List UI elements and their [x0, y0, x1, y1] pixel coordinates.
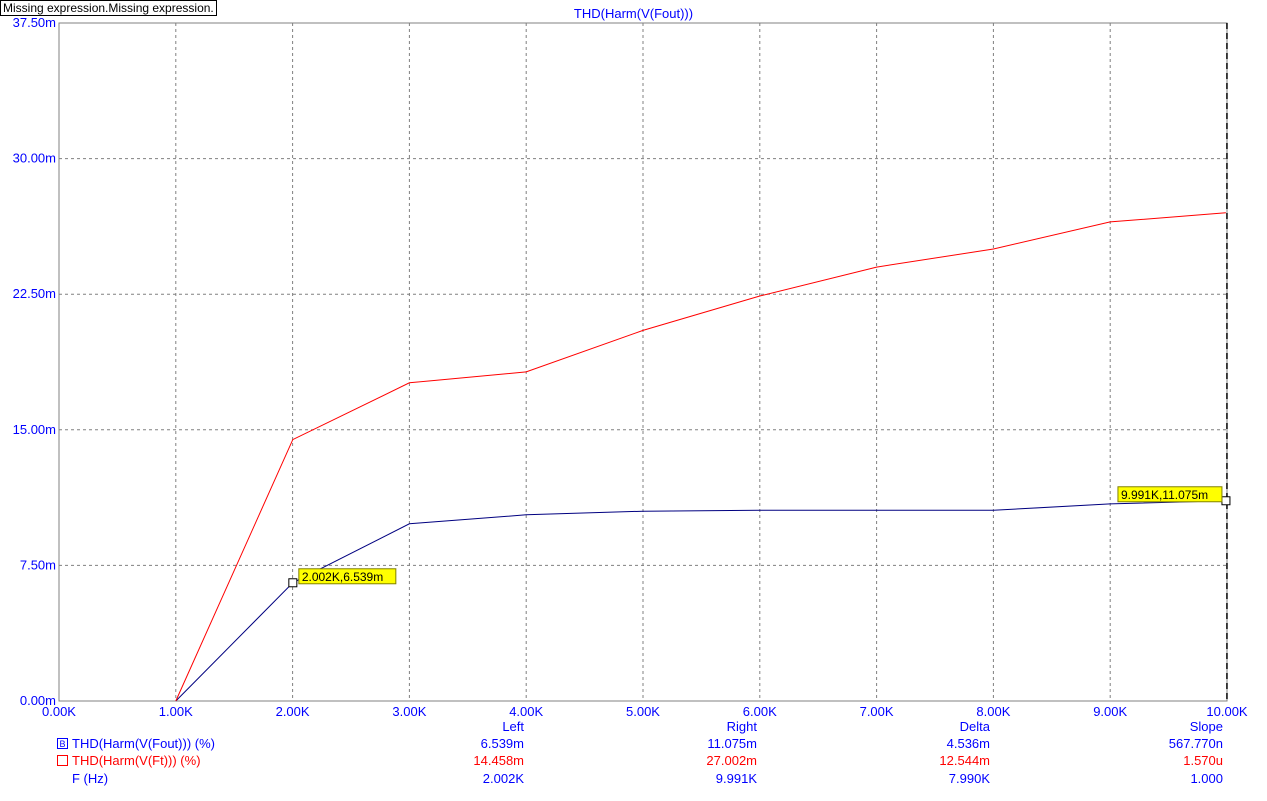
table-row[interactable]: B THD(Harm(V(Fout))) (%) 6.539m 11.075m …	[0, 736, 1267, 752]
value-right: 11.075m	[707, 736, 757, 751]
value-left: 2.002K	[482, 771, 524, 786]
y-tick-label: 7.50m	[20, 557, 56, 572]
x-tick-label: 1.00K	[159, 704, 193, 719]
x-tick-label: 2.00K	[276, 704, 310, 719]
cursor-label: 2.002K,6.539m	[302, 570, 383, 584]
series-label[interactable]: THD(Harm(V(Ft))) (%)	[72, 753, 201, 768]
x-tick-label: 5.00K	[626, 704, 660, 719]
series-line-1	[175, 212, 1226, 702]
value-delta: 4.536m	[946, 736, 990, 751]
header-right: Right	[726, 719, 757, 734]
y-tick-label: 37.50m	[13, 15, 56, 30]
cursor-marker	[1221, 496, 1231, 506]
x-tick-label: 9.00K	[1093, 704, 1127, 719]
value-slope: 1.570u	[1183, 753, 1223, 768]
x-tick-label: 4.00K	[509, 704, 543, 719]
value-slope: 1.000	[1190, 771, 1223, 786]
x-tick-label: 7.00K	[860, 704, 894, 719]
x-tick-label: 6.00K	[743, 704, 777, 719]
cursor-marker	[288, 578, 298, 588]
missing-expression-warning: Missing expression.Missing expression.	[0, 0, 217, 16]
x-tick-label: 10.00K	[1206, 704, 1248, 719]
y-tick-label: 0.00m	[20, 693, 56, 708]
chart-title: THD(Harm(V(Fout)))	[573, 6, 694, 21]
value-left: 14.458m	[473, 753, 524, 768]
cursor-label-box	[1117, 486, 1223, 503]
y-tick-label: 22.50m	[13, 286, 56, 301]
x-tick-label: 3.00K	[392, 704, 426, 719]
table-row[interactable]: THD(Harm(V(Ft))) (%) 14.458m 27.002m 12.…	[0, 753, 1267, 769]
value-slope: 567.770n	[1168, 736, 1223, 751]
table-header-row: Left Right Delta Slope	[0, 719, 1267, 735]
value-right: 9.991K	[715, 771, 757, 786]
series-marker-box[interactable]: B	[57, 738, 68, 749]
cursor-label: 9.991K,11.075m	[1121, 488, 1208, 502]
series-label[interactable]: THD(Harm(V(Fout))) (%)	[72, 736, 215, 751]
x-tick-label: 0.00K	[42, 704, 76, 719]
cursor-label-box	[298, 568, 397, 585]
value-left: 6.539m	[480, 736, 524, 751]
header-slope: Slope	[1189, 719, 1223, 734]
value-delta: 7.990K	[948, 771, 990, 786]
x-tick-label: 8.00K	[976, 704, 1010, 719]
series-marker-box[interactable]	[57, 755, 68, 766]
header-left: Left	[502, 719, 524, 734]
y-tick-label: 30.00m	[13, 151, 56, 166]
value-right: 27.002m	[706, 753, 757, 768]
series-line-0	[175, 500, 1226, 702]
series-label[interactable]: F (Hz)	[72, 771, 109, 786]
table-row[interactable]: F (Hz) 2.002K 9.991K 7.990K 1.000	[0, 771, 1267, 787]
value-delta: 12.544m	[939, 753, 990, 768]
y-tick-label: 15.00m	[13, 422, 56, 437]
header-delta: Delta	[959, 719, 990, 734]
